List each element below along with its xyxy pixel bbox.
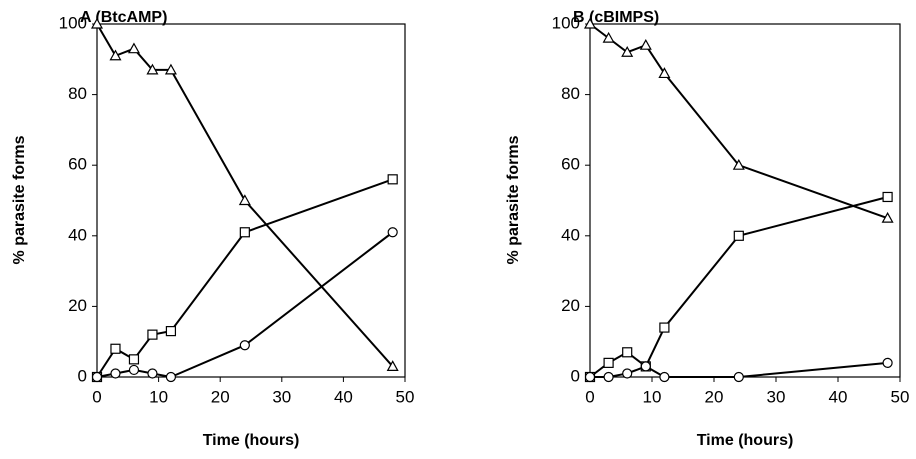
point <box>882 191 893 203</box>
point <box>881 211 894 223</box>
x-tick-label: 40 <box>829 387 848 406</box>
chart-title: B (cBIMPS) <box>573 9 659 26</box>
y-axis-label: % parasite forms <box>11 135 28 264</box>
point <box>621 46 634 57</box>
point <box>91 371 103 383</box>
point <box>882 357 893 368</box>
point <box>622 347 633 358</box>
point <box>146 63 159 75</box>
point <box>238 194 251 206</box>
point <box>602 31 615 43</box>
y-tick-label: 60 <box>561 155 580 174</box>
x-tick-label: 10 <box>149 387 168 406</box>
y-tick-label: 60 <box>68 155 87 174</box>
point <box>732 158 745 170</box>
x-tick-label: 20 <box>211 387 230 406</box>
point <box>603 357 614 368</box>
point <box>584 371 596 383</box>
x-tick-label: 0 <box>92 387 101 406</box>
series-line <box>96 231 394 379</box>
x-tick-label: 30 <box>767 387 786 406</box>
x-tick-label: 30 <box>272 387 291 406</box>
point <box>659 371 670 383</box>
y-tick-label: 0 <box>78 366 87 385</box>
point <box>164 63 177 75</box>
point <box>386 360 399 372</box>
point <box>387 227 398 238</box>
x-tick-label: 0 <box>585 387 594 406</box>
point <box>127 42 140 54</box>
x-tick-label: 20 <box>705 387 724 406</box>
x-axis-label: Time (hours) <box>697 432 794 449</box>
point <box>165 326 177 337</box>
x-tick-label: 40 <box>334 387 353 406</box>
point <box>147 368 158 379</box>
x-tick-label: 10 <box>643 387 662 406</box>
y-tick-label: 100 <box>552 13 580 32</box>
series-line <box>589 196 888 378</box>
point <box>639 38 652 50</box>
point <box>733 371 744 383</box>
point <box>109 49 122 61</box>
y-tick-label: 20 <box>68 296 87 315</box>
chart-title: A (BtcAMP) <box>80 9 167 26</box>
point <box>110 368 121 379</box>
point <box>165 371 177 383</box>
point <box>583 17 597 29</box>
point <box>622 368 633 379</box>
point <box>733 230 744 241</box>
y-tick-label: 40 <box>68 225 87 244</box>
y-tick-label: 0 <box>571 366 580 385</box>
point <box>128 354 140 365</box>
point <box>603 371 614 383</box>
y-tick-label: 80 <box>68 84 87 103</box>
y-tick-label: 20 <box>561 296 580 315</box>
y-tick-label: 100 <box>59 13 87 32</box>
point <box>659 322 670 333</box>
y-tick-label: 40 <box>561 225 580 244</box>
point <box>128 364 140 376</box>
point <box>110 343 121 354</box>
x-tick-label: 50 <box>891 387 910 406</box>
y-tick-label: 80 <box>561 84 580 103</box>
series-line <box>589 23 888 220</box>
point <box>239 227 250 238</box>
point <box>658 67 671 79</box>
y-axis-label: % parasite forms <box>505 135 522 264</box>
point <box>640 361 651 372</box>
x-axis-label: Time (hours) <box>203 432 300 449</box>
point <box>387 174 398 185</box>
point <box>90 17 104 29</box>
plot-frame <box>589 23 901 378</box>
plot-frame <box>96 23 406 378</box>
point <box>239 340 250 351</box>
point <box>147 329 158 340</box>
x-tick-label: 50 <box>396 387 415 406</box>
